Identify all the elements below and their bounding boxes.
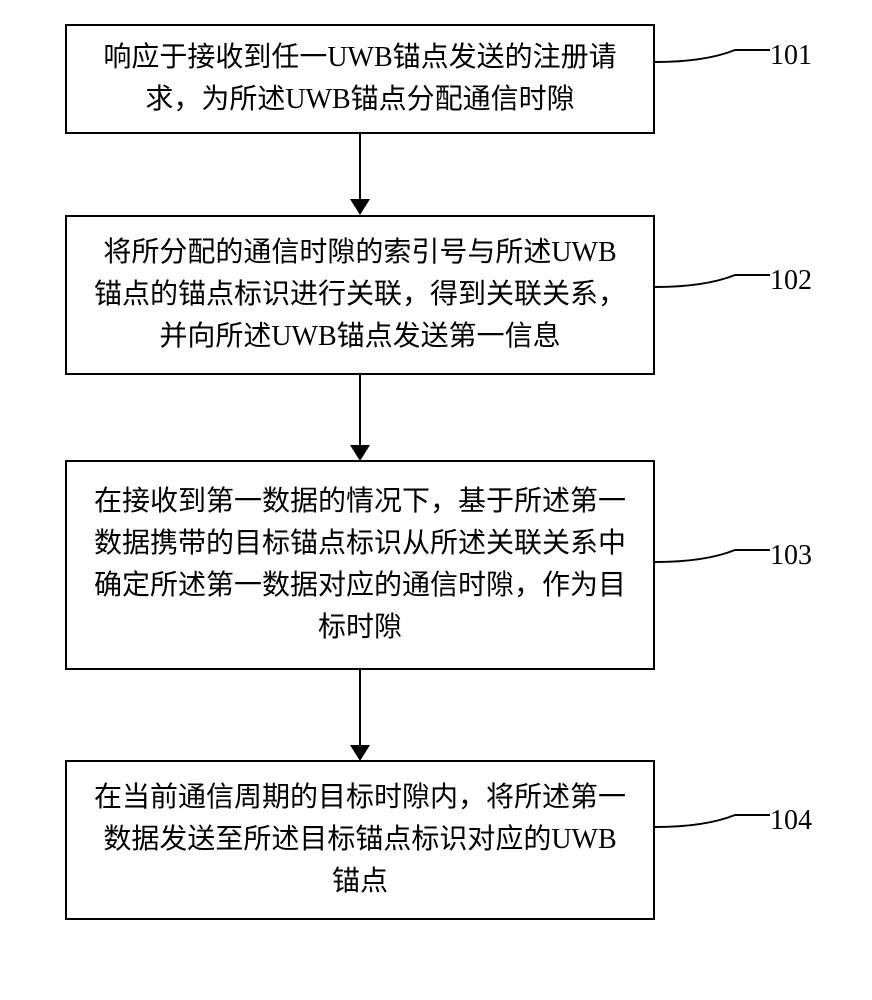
label-connector-101 [655, 40, 770, 80]
step-label-101: 101 [770, 40, 812, 72]
label-connector-102 [655, 265, 770, 305]
step-label-102: 102 [770, 265, 812, 297]
flowchart-container: 响应于接收到任一UWB锚点发送的注册请求，为所述UWB锚点分配通信时隙 101 … [0, 0, 872, 1000]
label-connector-104 [655, 805, 770, 845]
step-box-103: 在接收到第一数据的情况下，基于所述第一数据携带的目标锚点标识从所述关联关系中确定… [65, 460, 655, 670]
step-text-101: 响应于接收到任一UWB锚点发送的注册请求，为所述UWB锚点分配通信时隙 [91, 37, 629, 121]
step-box-101: 响应于接收到任一UWB锚点发送的注册请求，为所述UWB锚点分配通信时隙 [65, 24, 655, 134]
step-label-104: 104 [770, 805, 812, 837]
step-box-104: 在当前通信周期的目标时隙内，将所述第一数据发送至所述目标锚点标识对应的UWB锚点 [65, 760, 655, 920]
step-label-103: 103 [770, 540, 812, 572]
label-connector-103 [655, 540, 770, 580]
step-box-102: 将所分配的通信时隙的索引号与所述UWB锚点的锚点标识进行关联，得到关联关系，并向… [65, 215, 655, 375]
step-text-102: 将所分配的通信时隙的索引号与所述UWB锚点的锚点标识进行关联，得到关联关系，并向… [91, 232, 629, 358]
step-text-103: 在接收到第一数据的情况下，基于所述第一数据携带的目标锚点标识从所述关联关系中确定… [91, 481, 629, 649]
step-text-104: 在当前通信周期的目标时隙内，将所述第一数据发送至所述目标锚点标识对应的UWB锚点 [91, 777, 629, 903]
